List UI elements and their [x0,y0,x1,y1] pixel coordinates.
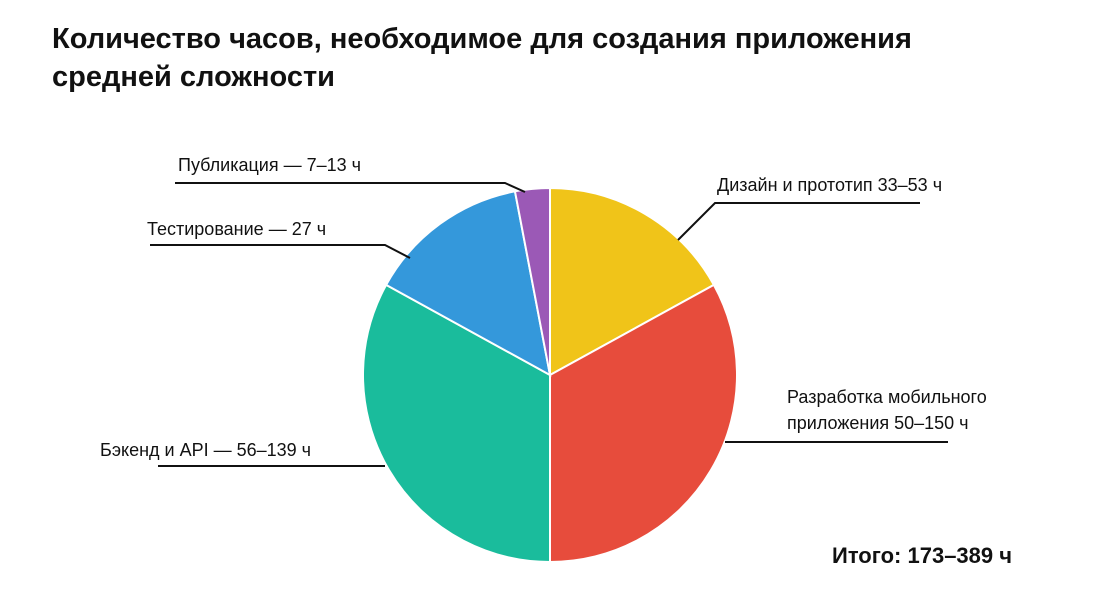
pie-slice [513,186,551,376]
pie-slice [384,190,552,377]
pie-slice [549,186,716,377]
slice-label: Бэкенд и API — 56–139 ч [100,440,312,460]
leader-line [677,202,920,241]
pie-slice [549,283,738,564]
leader-line [175,182,526,193]
slice-label: Тестирование — 27 ч [147,219,327,239]
total-label: Итого: 173–389 ч [832,543,1013,568]
leader-line [150,244,411,259]
chart-title: Количество часов, необходимое для создан… [52,23,912,93]
pie-slice [362,283,551,564]
slice-label: Публикация — 7–13 ч [178,155,362,175]
slice-label: Разработка мобильного приложения 50–150 … [787,387,987,433]
slice-label: Дизайн и прототип 33–53 ч [717,175,943,195]
